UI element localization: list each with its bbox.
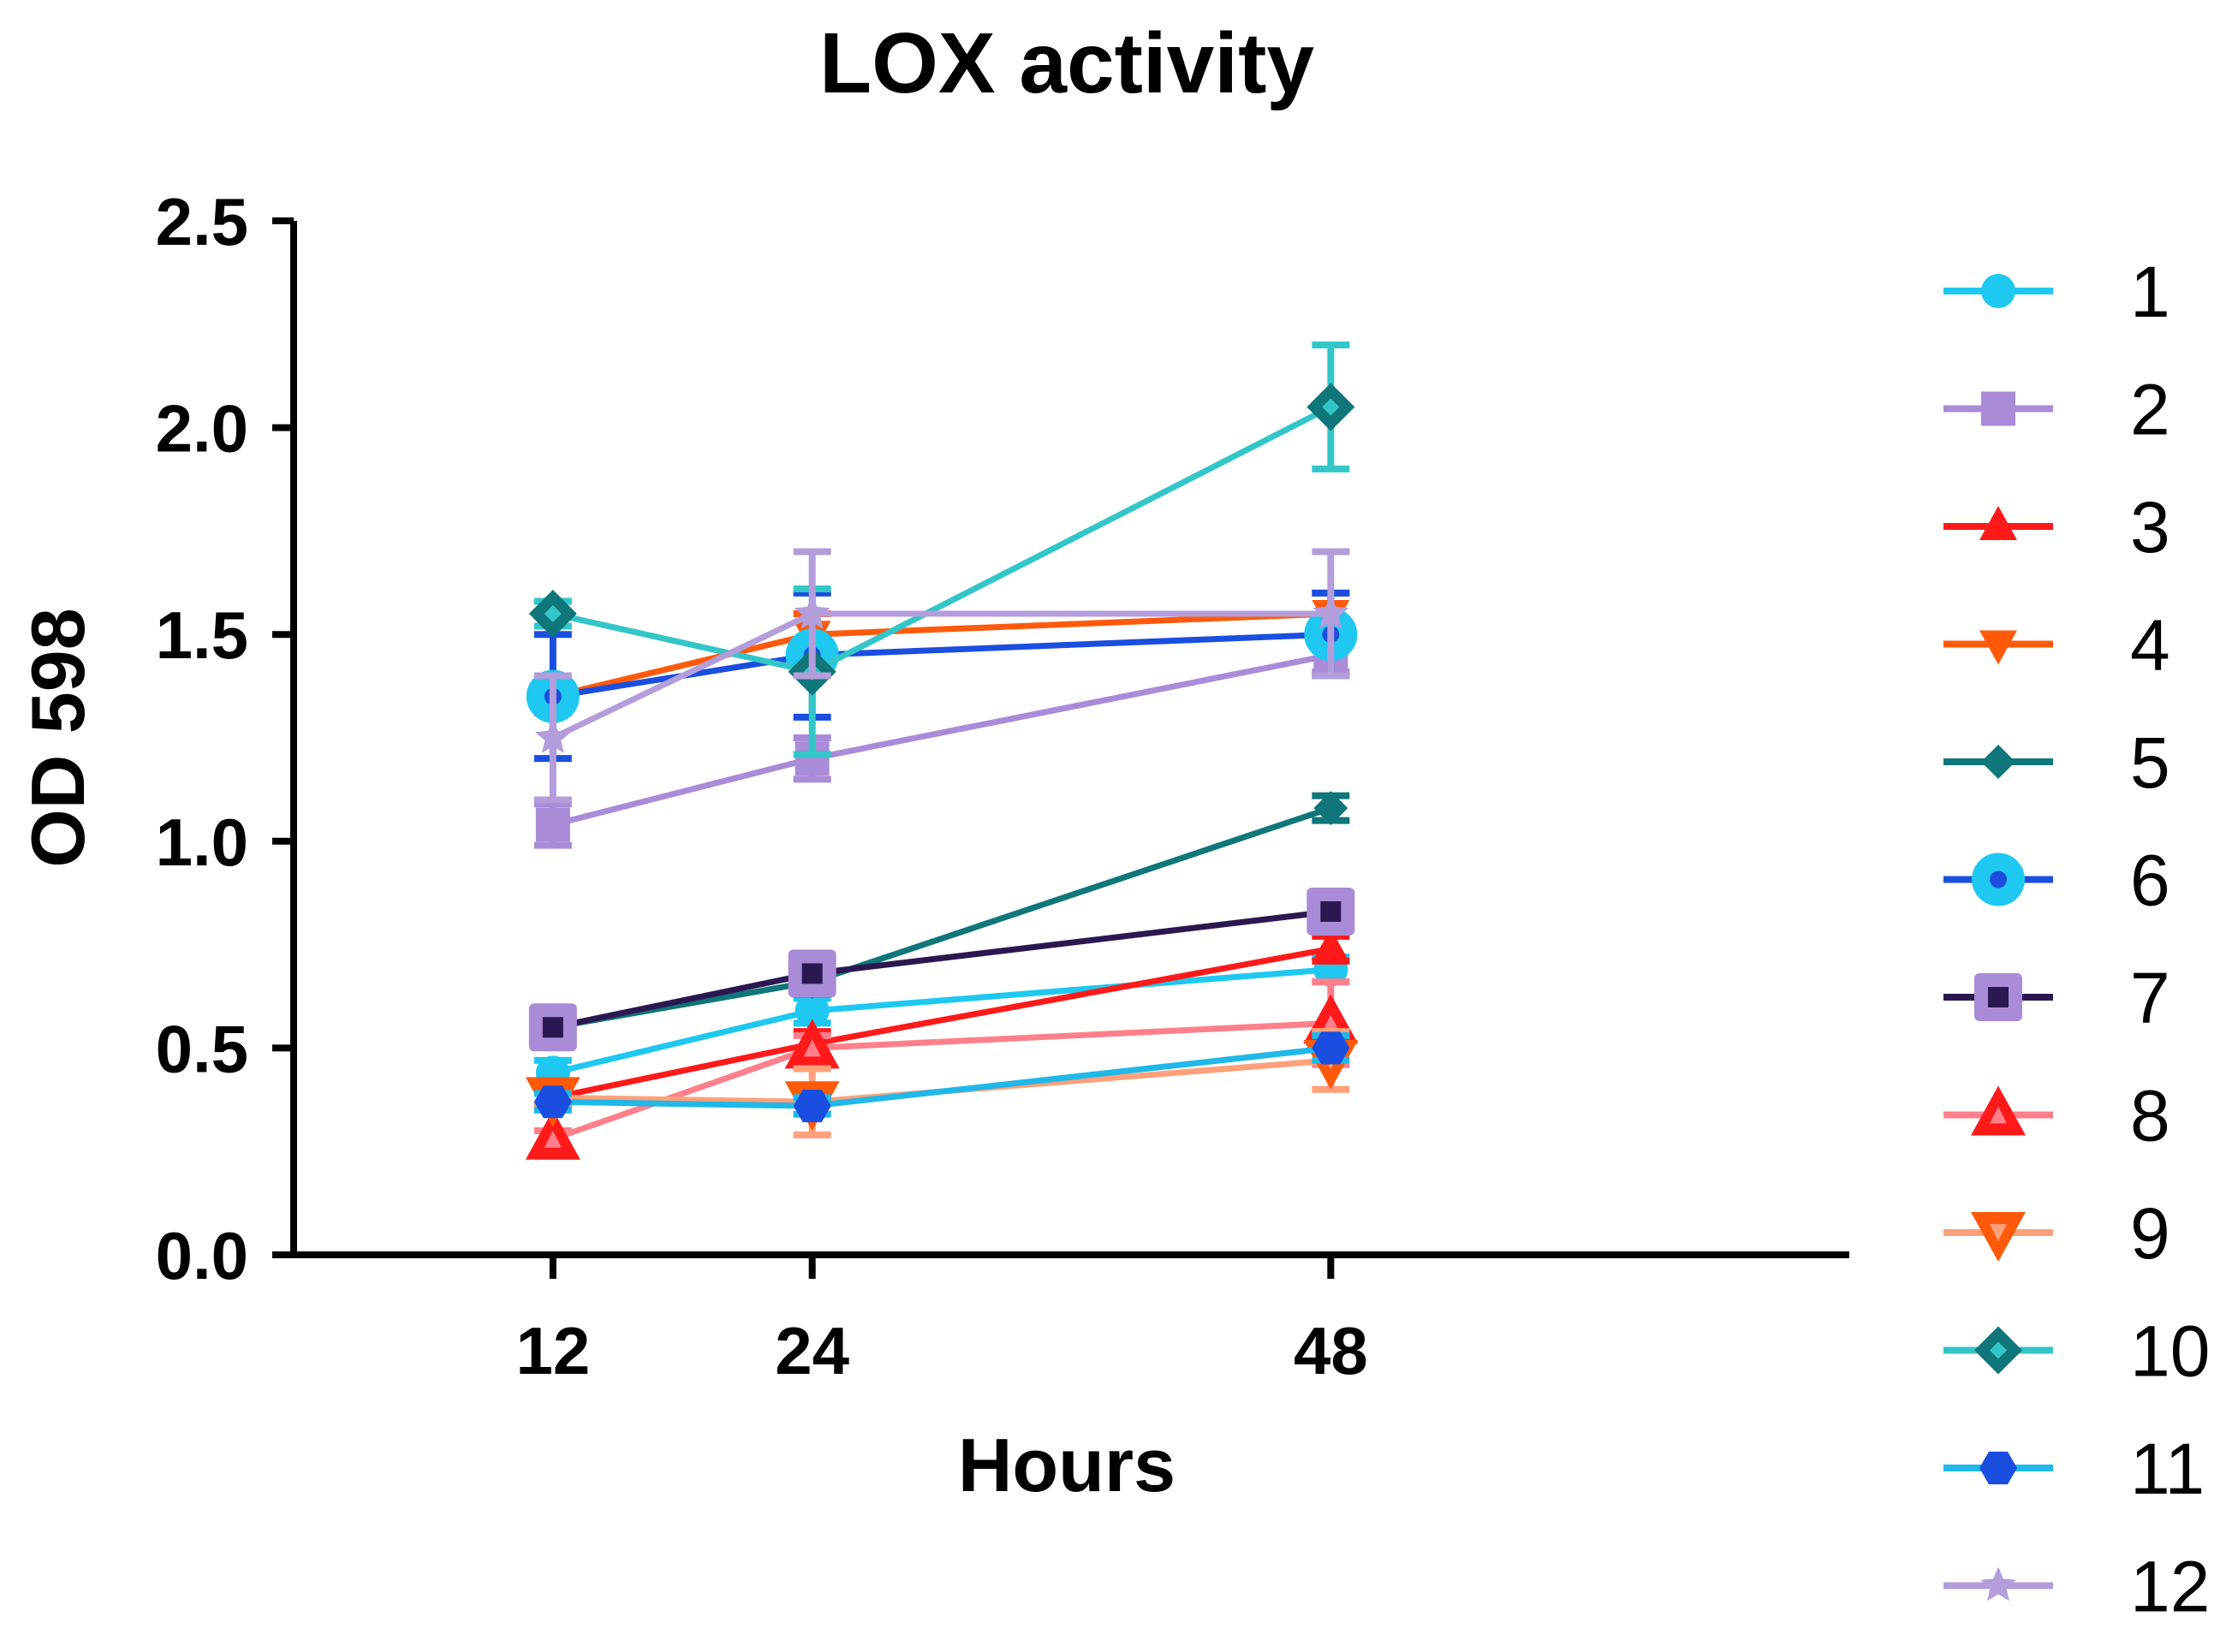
legend-item-4: 4	[1943, 605, 2170, 686]
series-line	[552, 945, 1331, 1101]
legend-label: 3	[2130, 487, 2170, 568]
legend-label: 5	[2130, 722, 2170, 803]
data-point	[533, 1085, 572, 1119]
legend-item-12: 12	[1943, 1547, 2210, 1627]
series-11	[533, 1031, 1350, 1123]
legend-item-11: 11	[1943, 1429, 2205, 1509]
data-point	[793, 1090, 831, 1123]
legend-item-5: 5	[1943, 722, 2170, 803]
y-tick-label: 1.0	[156, 805, 248, 880]
y-tick-label: 2.5	[156, 184, 248, 259]
x-tick-label: 12	[515, 1313, 590, 1388]
legend-label: 8	[2130, 1076, 2170, 1156]
y-tick-label: 2.0	[156, 391, 248, 466]
legend-marker	[1981, 274, 2015, 308]
series-line	[551, 1019, 1331, 1143]
data-point	[1313, 791, 1348, 826]
data-point	[1312, 928, 1350, 963]
y-tick-label: 1.5	[156, 597, 248, 673]
data-point	[534, 719, 571, 753]
data-point	[794, 595, 830, 629]
legend-item-1: 1	[1943, 252, 2170, 332]
legend-marker	[1981, 745, 2015, 779]
x-tick-label: 48	[1294, 1313, 1368, 1388]
legend-label: 1	[2130, 252, 2170, 332]
legend-item-6: 6	[1943, 841, 2170, 921]
data-point	[795, 993, 830, 1028]
legend-item-3: 3	[1943, 487, 2170, 568]
data-point	[1312, 1031, 1350, 1065]
x-axis-label: Hours	[958, 1423, 1175, 1507]
series-12	[533, 548, 1350, 804]
legend-marker	[1981, 391, 2015, 426]
legend-item-10: 10	[1943, 1311, 2210, 1392]
legend-label: 6	[2130, 841, 2170, 921]
legend-marker	[1980, 1566, 2016, 1601]
chart-title: LOX activity	[819, 15, 1314, 111]
series-line	[552, 805, 1332, 1031]
series-line	[552, 631, 1331, 700]
x-tick-label: 24	[775, 1313, 849, 1388]
y-ticks: 0.0 0.5 1.0 1.5 2.0 2.5	[156, 184, 294, 1293]
legend-label: 9	[2130, 1193, 2170, 1274]
legend-marker	[1979, 630, 2017, 665]
y-tick-label: 0.5	[156, 1011, 248, 1086]
legend-item-7: 7	[1943, 958, 2170, 1038]
legend-item-2: 2	[1943, 370, 2170, 450]
legend-label: 11	[2130, 1429, 2205, 1509]
data-point	[1312, 595, 1349, 629]
data-point	[535, 807, 570, 842]
y-axis-label: OD 598	[15, 608, 100, 867]
legend-item-8: 8	[1943, 1076, 2170, 1156]
plot-area	[525, 341, 1359, 1160]
legend-label: 10	[2130, 1311, 2210, 1392]
y-tick-label: 0.0	[156, 1218, 248, 1293]
legend-label: 4	[2130, 605, 2170, 686]
legend-marker	[1979, 1451, 2017, 1485]
legend-label: 12	[2130, 1547, 2210, 1627]
legend-marker	[1979, 506, 2017, 540]
x-ticks: 12 24 48	[515, 1255, 1368, 1388]
legend-label: 2	[2130, 370, 2170, 450]
series-7	[528, 887, 1355, 1052]
legend-label: 7	[2130, 958, 2170, 1038]
legend-item-9: 9	[1943, 1193, 2170, 1274]
